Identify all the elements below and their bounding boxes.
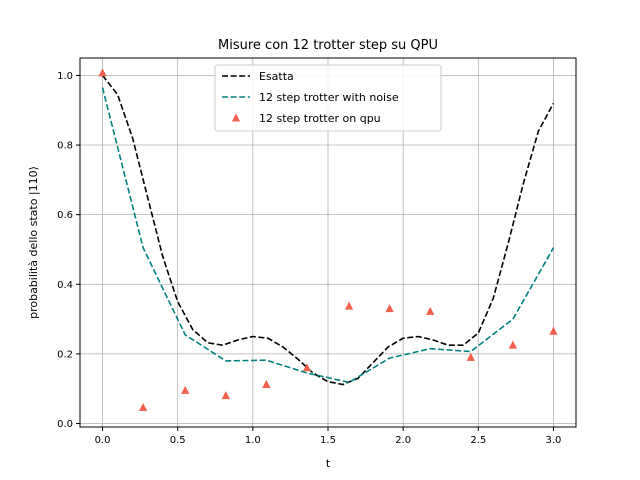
y-tick-label: 0.2: [57, 349, 73, 360]
data-point-marker: [221, 391, 230, 400]
x-axis-ticks: 0.0 0.5 1.0 1.5 2.0 2.5 3.0: [95, 427, 562, 446]
data-point-marker: [385, 304, 394, 313]
data-point-marker: [302, 363, 312, 372]
x-tick-label: 0.0: [95, 435, 111, 446]
data-point-marker: [508, 340, 518, 349]
legend-label: 12 step trotter on qpu: [259, 112, 381, 125]
series-line-1: [101, 87, 555, 384]
data-point-marker: [344, 301, 354, 310]
y-tick-label: 0.8: [57, 141, 73, 152]
y-tick-label: 0.6: [57, 210, 73, 221]
data-point-marker: [181, 385, 190, 394]
legend-label: 12 step trotter with noise: [259, 91, 399, 104]
x-tick-label: 1.0: [245, 435, 261, 446]
legend-box: [214, 64, 442, 132]
x-tick-label: 2.5: [470, 435, 486, 446]
y-tick-label: 1.0: [57, 71, 73, 82]
data-point-marker: [98, 68, 107, 77]
x-tick-label: 0.5: [170, 435, 186, 446]
series-layer: [98, 68, 558, 411]
legend: Esatta 12 step trotter with noise 12 step …: [214, 64, 442, 132]
data-point-marker: [262, 379, 271, 388]
x-axis-label: t: [326, 457, 331, 470]
data-point-marker: [549, 326, 558, 335]
legend-swatch: [231, 113, 241, 122]
y-tick-label: 0.4: [57, 280, 73, 291]
y-axis-label: probabilità dello stato |110⟩: [27, 166, 40, 319]
legend-label: Esatta: [259, 70, 294, 83]
x-tick-label: 3.0: [546, 435, 562, 446]
data-point-marker: [426, 306, 435, 315]
y-axis-ticks: 0.0 0.2 0.4 0.6 0.8 1.0: [57, 71, 80, 430]
y-tick-label: 0.0: [57, 419, 73, 430]
data-point-marker: [466, 352, 475, 361]
chart-title: Misure con 12 trotter step su QPU: [218, 38, 438, 53]
x-tick-label: 2.0: [395, 435, 411, 446]
x-tick-label: 1.5: [320, 435, 336, 446]
data-point-marker: [138, 402, 148, 411]
